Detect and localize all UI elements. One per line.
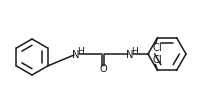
Text: Cl: Cl <box>153 55 162 65</box>
Text: H: H <box>131 47 138 55</box>
Text: N: N <box>72 50 80 60</box>
Text: Cl: Cl <box>153 43 162 53</box>
Text: N: N <box>126 50 134 60</box>
Text: H: H <box>77 47 84 55</box>
Text: O: O <box>99 64 107 74</box>
